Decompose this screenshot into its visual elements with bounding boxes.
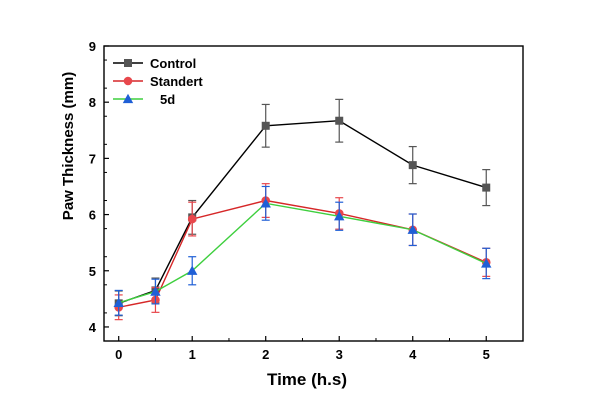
data-point bbox=[335, 116, 344, 125]
legend-label: Standert bbox=[150, 74, 203, 89]
x-tick-label: 2 bbox=[262, 347, 269, 362]
x-tick-label: 3 bbox=[336, 347, 343, 362]
data-point bbox=[150, 286, 161, 296]
data-point bbox=[260, 198, 271, 208]
data-point bbox=[187, 265, 198, 275]
plot-frame bbox=[103, 45, 524, 342]
series-line bbox=[118, 120, 487, 305]
x-tick-label: 4 bbox=[409, 347, 417, 362]
y-tick-label: 6 bbox=[89, 208, 96, 223]
legend-item: Standert bbox=[113, 74, 203, 89]
legend: Control Standert 5d bbox=[113, 56, 203, 107]
legend-label: Control bbox=[150, 56, 196, 71]
y-tick-label: 9 bbox=[89, 39, 96, 54]
y-tick-label: 8 bbox=[89, 95, 96, 110]
data-point bbox=[334, 211, 345, 221]
series-standert bbox=[114, 183, 491, 321]
legend-swatch-marker bbox=[122, 93, 134, 104]
data-point bbox=[482, 183, 491, 192]
y-tick-label: 5 bbox=[89, 264, 96, 279]
x-axis-title: Time (h.s) bbox=[267, 370, 347, 389]
x-tick-label: 1 bbox=[189, 347, 196, 362]
data-point bbox=[113, 297, 124, 307]
legend-item: 5d bbox=[113, 92, 175, 107]
x-tick-label: 0 bbox=[115, 347, 122, 362]
legend-item: Control bbox=[113, 56, 196, 71]
data-point bbox=[407, 224, 418, 234]
legend-swatch-marker bbox=[123, 76, 133, 86]
legend-label: 5d bbox=[160, 92, 175, 107]
series-5d bbox=[113, 185, 492, 316]
plot-border bbox=[103, 45, 524, 342]
y-axis-ticks: 4 5 6 7 8 9 bbox=[89, 39, 109, 342]
y-axis-title: Paw Thickness (mm) bbox=[60, 72, 77, 220]
data-point bbox=[261, 121, 270, 130]
y-tick-label: 4 bbox=[89, 320, 97, 335]
data-point bbox=[481, 258, 492, 268]
x-tick-label: 5 bbox=[483, 347, 490, 362]
data-point bbox=[408, 161, 417, 170]
x-axis-ticks: 0 1 2 3 4 5 bbox=[115, 336, 490, 362]
series-layer bbox=[113, 98, 492, 321]
data-point bbox=[187, 214, 197, 224]
legend-swatch-marker bbox=[124, 59, 132, 67]
y-tick-label: 7 bbox=[89, 151, 96, 166]
